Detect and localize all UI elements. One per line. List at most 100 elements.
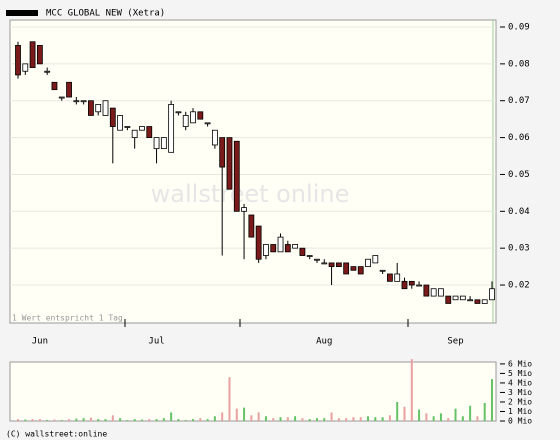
candle-body [241,207,247,212]
candle-body [321,262,328,265]
candle-body [255,225,262,260]
volume-tick-label: 6 Mio [508,359,532,368]
volume-bar [483,402,486,421]
candle-body [248,214,255,238]
volume-tick-label: 5 Mio [508,369,532,378]
volume-bar [24,419,27,421]
volume-tick-label: 3 Mio [508,388,532,397]
volume-tick-label: 1 Mio [508,407,532,416]
candle-body [204,122,211,125]
candle-body [131,129,138,138]
candle-body [219,137,226,168]
legend-swatch [6,10,38,16]
volume-bar [140,419,143,421]
volume-tick-label: 4 Mio [508,378,532,387]
volume-tick-label: 2 Mio [508,397,532,406]
candle-body [146,126,153,138]
volume-bar [476,416,479,421]
volume-bar [82,418,85,421]
volume-bar [454,408,457,421]
y-tick-label: 0.09 [508,23,530,33]
y-tick-label: 0.02 [508,281,530,291]
x-tick-label: Jun [32,337,48,347]
volume-bar [330,412,333,421]
candle-body [270,244,277,253]
candle-body [277,236,284,253]
candle-body [467,299,474,302]
volume-bar [257,412,260,421]
volume-bar [126,420,129,421]
volume-bar [89,417,92,421]
volume-bar [461,416,464,421]
candle-body [160,137,167,150]
candle-body [139,126,145,131]
volume-bar [148,419,151,421]
watermark: wallstreet online [151,180,350,208]
volume-bar [491,379,493,421]
plot-area [9,19,497,324]
candle-body [299,247,306,256]
volume-bar [199,418,202,421]
volume-bar [359,417,362,421]
volume-bar [403,406,406,421]
candle-body [423,284,430,297]
candle-body [408,280,415,286]
candle-body [22,63,29,72]
volume-bar [418,409,421,421]
volume-bar [213,416,216,421]
volume-bar [75,418,78,421]
volume-bar [192,419,195,421]
candle-body [15,45,21,76]
volume-bar [250,415,253,421]
volume-bar [133,419,136,421]
candle-body [66,81,72,98]
volume-bar [367,416,370,421]
candle-body [328,262,335,268]
candle-body [452,295,459,301]
candle-body [357,266,364,275]
volume-bar [221,412,224,421]
volume-bar [337,418,340,421]
volume-bar [272,418,275,421]
volume-bar [388,415,391,421]
candle-body [292,244,299,249]
candle-body [445,295,452,304]
x-tick-label: Jul [148,337,164,347]
candle-body [175,111,182,114]
volume-bar [294,416,297,421]
candle-body [153,137,160,150]
candle-body [233,140,240,212]
candle-body [197,111,204,120]
x-tick-label: Sep [447,337,463,347]
candle-body [226,137,233,190]
volume-bar [46,420,49,421]
volume-bar [308,419,311,421]
volume-bar [68,419,71,421]
volume-bar [345,418,348,421]
candle-body [306,255,313,257]
candle-body [190,111,196,124]
volume-bar [323,418,326,421]
candle-body [314,258,320,261]
volume-bar [235,408,238,421]
volume-bar [264,416,267,421]
volume-bar [104,419,107,421]
candle-body [95,104,102,113]
volume-bar [447,418,450,421]
volume-bar [243,407,246,421]
candle-body [44,70,51,73]
volume-bar [439,413,442,421]
legend-label: MCC GLOBAL NEW (Xetra) [46,9,165,19]
candle-body [489,288,495,301]
volume-bar [206,419,209,421]
volume-bar [374,417,377,421]
volume-bar [279,417,282,421]
volume-bar [301,418,304,421]
candle-body [430,288,437,297]
candle-body [394,273,401,282]
volume-bar [315,418,318,421]
volume-bar [31,419,34,421]
y-tick-label: 0.07 [508,96,530,106]
candle-body [379,269,386,272]
